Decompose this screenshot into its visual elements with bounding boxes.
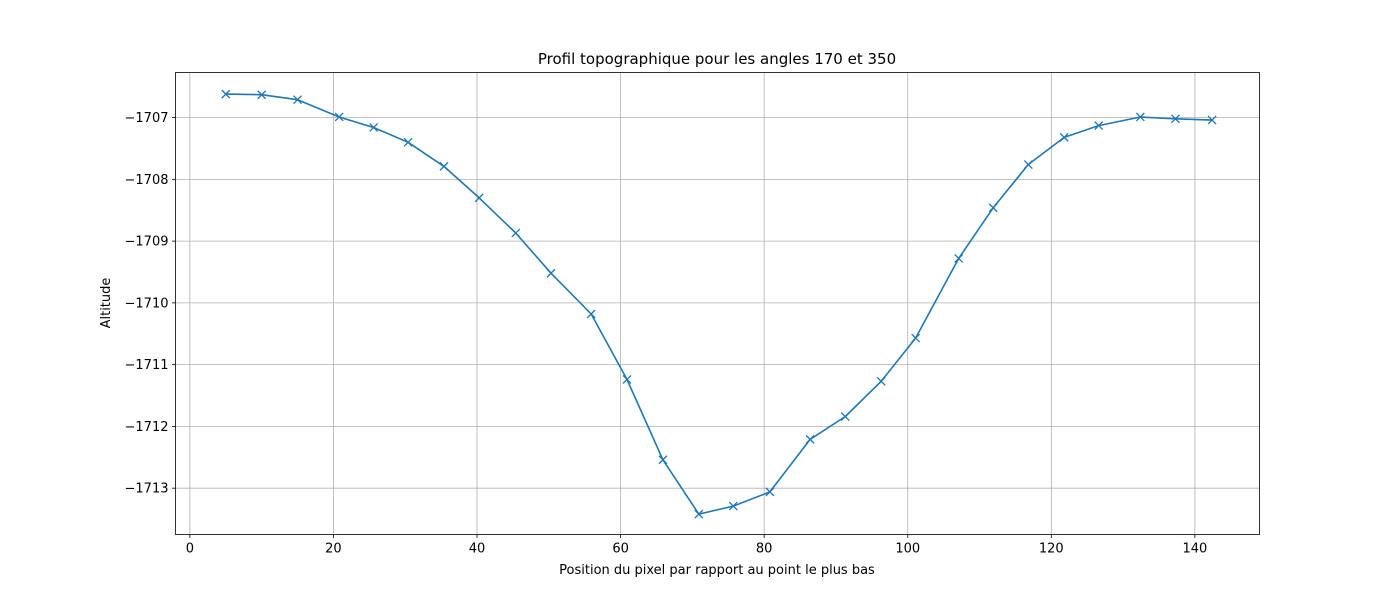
data-point-marker <box>658 455 668 465</box>
data-point-marker <box>1094 121 1104 131</box>
data-point-marker <box>511 228 521 238</box>
y-tick-label: −1712 <box>125 420 169 435</box>
x-tick-label: 100 <box>895 542 920 557</box>
data-point-marker <box>911 333 921 343</box>
y-tick-label: −1713 <box>125 482 169 497</box>
x-tick-label: 60 <box>612 542 629 557</box>
data-point-marker <box>876 376 886 386</box>
x-axis-label: Position du pixel par rapport au point l… <box>559 563 875 578</box>
x-axis-ticks: 0 20 40 60 80 100 120 140 <box>186 534 1207 557</box>
y-axis-label: Altitude <box>99 278 114 329</box>
data-point-marker <box>369 123 379 132</box>
y-tick-label: −1707 <box>125 111 169 126</box>
data-point-marker <box>439 161 449 171</box>
chart-title: Profil topographique pour les angles 170… <box>538 50 896 68</box>
x-tick-label: 40 <box>469 542 486 557</box>
data-point-marker <box>954 253 964 263</box>
y-axis-ticks: −1707 −1708 −1709 −1710 −1711 −1712 −1713 <box>125 111 176 497</box>
data-point-marker <box>546 268 556 278</box>
data-point-marker <box>403 137 413 147</box>
y-tick-label: −1711 <box>125 358 169 373</box>
data-point-marker <box>694 509 704 519</box>
data-point-marker <box>293 95 302 105</box>
data-point-marker <box>840 412 850 421</box>
y-tick-label: −1708 <box>125 173 169 188</box>
x-tick-label: 80 <box>756 542 773 557</box>
x-tick-label: 0 <box>186 542 194 557</box>
data-point-marker <box>334 112 344 122</box>
y-tick-label: −1709 <box>125 235 169 250</box>
x-tick-label: 120 <box>1039 542 1064 557</box>
data-point-marker <box>586 309 596 319</box>
x-tick-label: 20 <box>325 542 342 557</box>
data-point-marker <box>1207 115 1217 125</box>
data-point-marker <box>728 501 738 511</box>
data-point-marker <box>765 487 775 497</box>
data-point-marker <box>1023 160 1033 169</box>
series-line <box>225 93 1213 515</box>
data-point-marker <box>1171 114 1180 124</box>
data-point-marker <box>1059 132 1069 142</box>
data-point-marker <box>988 203 998 213</box>
data-point-marker <box>622 375 632 384</box>
data-point-marker <box>221 89 231 99</box>
data-point-marker <box>257 90 267 100</box>
x-tick-label: 140 <box>1182 542 1207 557</box>
data-point-marker <box>1135 112 1145 122</box>
plot-frame <box>175 72 1260 535</box>
grid-layer <box>175 72 1260 535</box>
data-point-marker <box>805 434 815 444</box>
data-point-marker <box>474 193 484 203</box>
series-layer <box>221 89 1217 519</box>
y-tick-label: −1710 <box>125 296 169 311</box>
